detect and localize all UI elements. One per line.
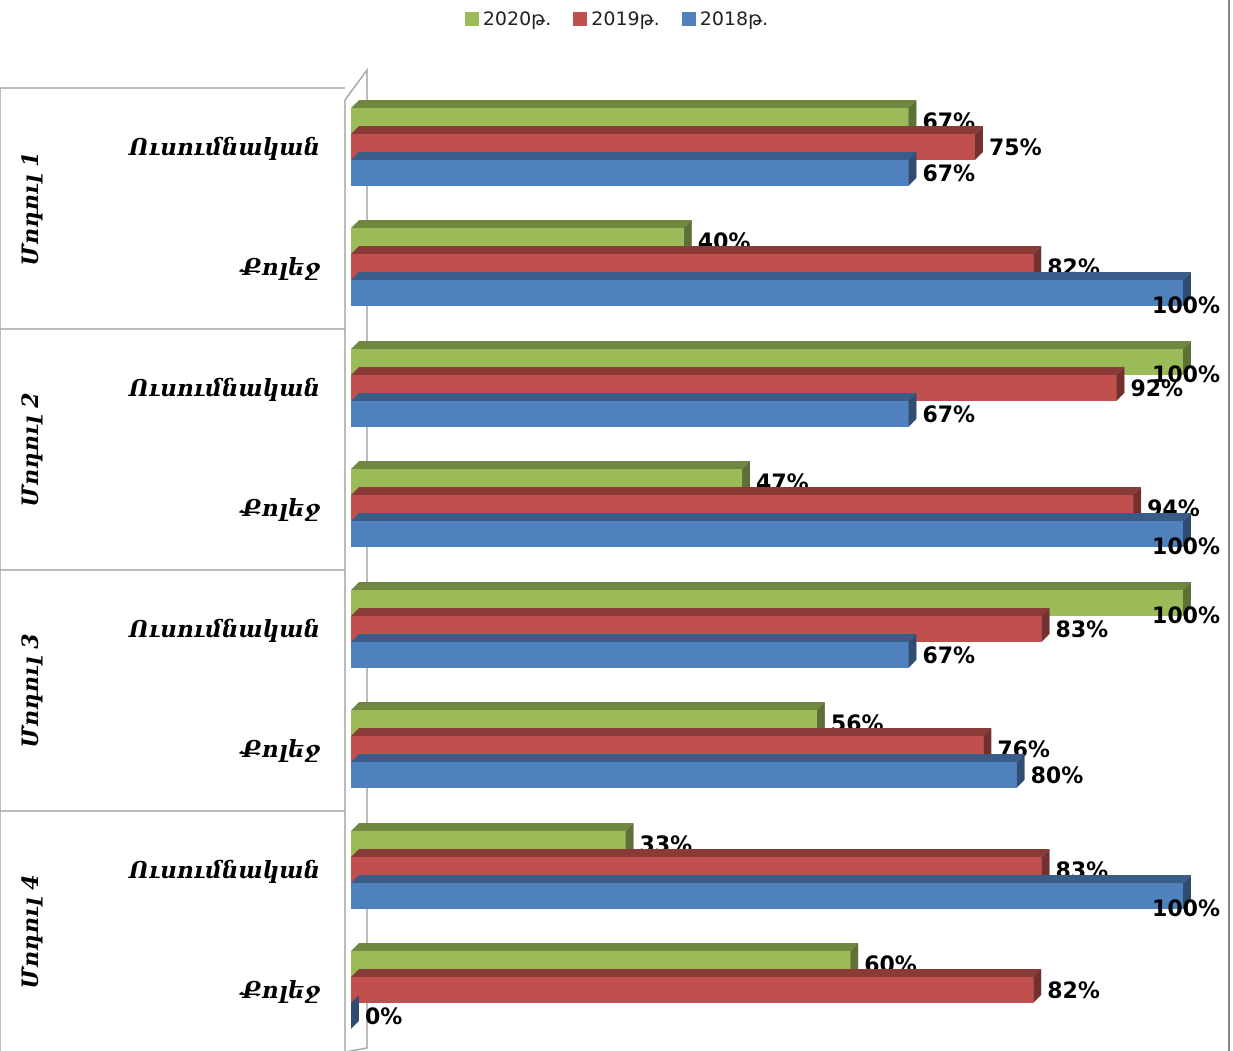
bar-side-face: [816, 702, 825, 736]
category-label: Ուսումնական: [128, 375, 320, 402]
axis-wall: [344, 67, 368, 1051]
bar-side-face: [908, 393, 917, 427]
data-label: 67%: [922, 162, 975, 187]
bar-top-face: [351, 969, 1042, 977]
bar: [351, 401, 909, 427]
bar-side-face: [683, 220, 692, 254]
bar: [351, 160, 909, 186]
category-label: Քոլեջ: [238, 736, 320, 763]
bar-side-face: [1016, 754, 1025, 788]
bar-top-face: [351, 608, 1050, 616]
data-label: 100%: [1152, 363, 1220, 388]
bar-top-face: [351, 943, 859, 951]
bar-top-face: [351, 367, 1125, 375]
bar-top-face: [351, 728, 992, 736]
legend-swatch-2020: [464, 12, 479, 26]
category-label: Քոլեջ: [238, 977, 320, 1004]
chart-frame-border: [1228, 0, 1230, 1051]
bar-top-face: [351, 702, 825, 710]
bar-side-face: [1183, 272, 1191, 306]
data-label: 100%: [1152, 294, 1220, 319]
bar-top-face: [351, 246, 1042, 254]
data-label: 92%: [1130, 377, 1183, 402]
bar-side-face: [742, 461, 751, 495]
data-label: 100%: [1152, 604, 1220, 629]
legend-label-2018: 2018թ.: [699, 8, 769, 30]
category-label: Ուսումնական: [128, 857, 320, 884]
bar: [351, 883, 1183, 909]
legend-item-2019: 2019թ.: [573, 8, 660, 30]
data-label: 80%: [1031, 764, 1084, 789]
bar-side-face: [1183, 875, 1191, 909]
bar-side-face: [1183, 341, 1191, 375]
bar-top-face: [351, 634, 917, 642]
bar-side-face: [1033, 969, 1042, 1003]
bar-top-face: [351, 461, 751, 469]
bar-side-face: [850, 943, 859, 977]
data-label: 100%: [1152, 897, 1220, 922]
bar-side-face: [1183, 513, 1191, 547]
data-label: 75%: [989, 136, 1042, 161]
data-label: 82%: [1047, 979, 1100, 1004]
bar-top-face: [351, 823, 634, 831]
group-label: Մոդուլ 2: [18, 392, 44, 506]
category-label: Քոլեջ: [238, 254, 320, 281]
legend-swatch-2018: [681, 12, 696, 26]
bar: [351, 762, 1017, 788]
bar-side-face: [1183, 582, 1191, 616]
chart-legend: 2020թ. 2019թ. 2018թ.: [0, 8, 1233, 30]
bar: [351, 977, 1034, 1003]
legend-label-2019: 2019թ.: [591, 8, 660, 30]
category-label: Քոլեջ: [238, 495, 320, 522]
bar-side-face: [1041, 849, 1050, 883]
bar-side-face: [983, 728, 992, 762]
legend-item-2020: 2020թ.: [464, 8, 552, 30]
data-label: 100%: [1152, 535, 1220, 560]
data-label: 83%: [1056, 618, 1109, 643]
bar-top-face: [351, 487, 1142, 495]
bar-top-face: [351, 126, 983, 134]
bar-side-face: [908, 634, 917, 668]
bar: [351, 642, 909, 668]
bar-top-face: [351, 220, 692, 228]
group-label: Մոդուլ 4: [18, 874, 44, 988]
legend-label-2020: 2020թ.: [482, 8, 552, 30]
bar-side-face: [1033, 246, 1042, 280]
bar-side-face: [975, 126, 983, 160]
bar-top-face: [351, 393, 917, 401]
bar-top-face: [351, 582, 1191, 590]
bar-side-face: [1133, 487, 1142, 521]
bar-top-face: [351, 849, 1050, 857]
group-label: Մոդուլ 3: [18, 633, 44, 747]
bar-side-face: [1116, 367, 1125, 401]
data-label: 0%: [365, 1005, 402, 1030]
group-label: Մոդուլ 1: [18, 151, 44, 265]
category-label: Ուսումնական: [128, 616, 320, 643]
bar-top-face: [351, 754, 1025, 762]
legend-item-2018: 2018թ.: [681, 8, 769, 30]
bar-side-face: [908, 152, 917, 186]
legend-swatch-2019: [573, 12, 588, 26]
bar-top-face: [351, 875, 1191, 883]
bar-side-face: [351, 995, 359, 1029]
category-label: Ուսումնական: [128, 134, 320, 161]
data-label: 67%: [922, 403, 975, 428]
bar-top-face: [351, 341, 1191, 349]
bar-side-face: [625, 823, 634, 857]
bar-top-face: [351, 513, 1191, 521]
bar: [351, 280, 1183, 306]
bar-side-face: [908, 100, 917, 134]
bar-top-face: [351, 100, 917, 108]
bar-top-face: [351, 272, 1191, 280]
data-label: 67%: [922, 644, 975, 669]
bar: [351, 521, 1183, 547]
bar-side-face: [1041, 608, 1050, 642]
bar-top-face: [351, 152, 917, 160]
